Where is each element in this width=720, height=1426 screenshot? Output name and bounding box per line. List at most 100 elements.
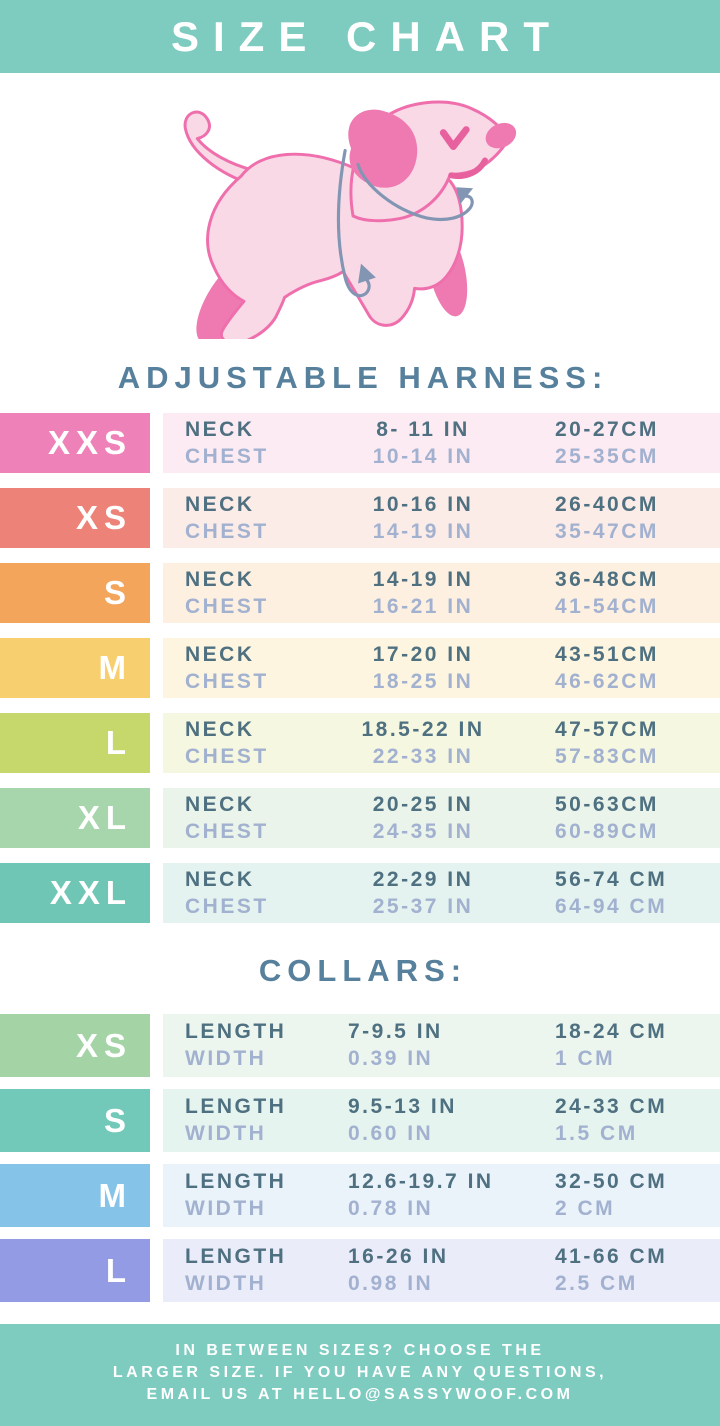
measure-value-cm: 20-27CM — [555, 417, 659, 441]
size-measurements: NECK 8- 11 IN 20-27CM CHEST 10-14 IN 25-… — [163, 413, 720, 473]
size-badge: S — [0, 563, 150, 623]
measure-value-cm: 35-47CM — [555, 519, 659, 543]
measure-value-cm: 25-35CM — [555, 444, 659, 468]
size-row: S LENGTH 9.5-13 IN 24-33 CM WIDTH 0.60 I… — [0, 1089, 720, 1152]
size-badge: XS — [0, 1014, 150, 1077]
measure-line-secondary: WIDTH 0.60 IN 1.5 CM — [185, 1121, 720, 1148]
measure-label: LENGTH — [185, 1095, 287, 1118]
measure-label: NECK — [185, 717, 255, 741]
measure-value-cm: 47-57CM — [555, 717, 659, 741]
measure-line-primary: NECK 18.5-22 IN 47-57CM — [185, 716, 720, 743]
size-badge: S — [0, 1089, 150, 1152]
measure-value-in: 16-26 IN — [348, 1245, 449, 1268]
measure-value-cm: 36-48CM — [555, 567, 659, 591]
size-badge: XXL — [0, 863, 150, 923]
measure-value-in: 18.5-22 IN — [361, 717, 485, 741]
measure-label: LENGTH — [185, 1245, 287, 1268]
neck-arrow-icon — [456, 187, 474, 205]
size-label: M — [98, 649, 132, 686]
measure-value-in: 18-25 IN — [372, 669, 474, 693]
measure-label: CHEST — [185, 744, 269, 768]
size-row: XL NECK 20-25 IN 50-63CM CHEST 24-35 IN … — [0, 788, 720, 848]
chest-arrow-icon — [358, 263, 376, 284]
measure-value-in: 0.78 IN — [348, 1197, 434, 1220]
footer-line: EMAIL US AT HELLO@SASSYWOOF.COM — [146, 1386, 574, 1403]
measure-line-secondary: CHEST 16-21 IN 41-54CM — [185, 593, 720, 620]
measure-value-cm: 64-94 CM — [555, 894, 668, 918]
measure-label: NECK — [185, 417, 255, 441]
footer-line: LARGER SIZE. IF YOU HAVE ANY QUESTIONS, — [112, 1364, 608, 1381]
dog-ear — [348, 109, 418, 188]
size-label: L — [105, 1251, 132, 1289]
measure-value-in: 0.98 IN — [348, 1272, 434, 1295]
neck-measure-line — [356, 162, 474, 222]
measure-label: WIDTH — [185, 1272, 267, 1295]
measure-value-in: 8- 11 IN — [376, 417, 470, 441]
size-measurements: NECK 18.5-22 IN 47-57CM CHEST 22-33 IN 5… — [163, 713, 720, 773]
measure-line-primary: NECK 14-19 IN 36-48CM — [185, 566, 720, 593]
measure-line-secondary: WIDTH 0.98 IN 2.5 CM — [185, 1271, 720, 1298]
measure-label: CHEST — [185, 444, 269, 468]
measure-line-primary: LENGTH 7-9.5 IN 18-24 CM — [185, 1019, 720, 1046]
measure-value-cm: 1.5 CM — [555, 1122, 638, 1145]
size-badge: L — [0, 713, 150, 773]
measure-line-secondary: CHEST 18-25 IN 46-62CM — [185, 668, 720, 695]
dog-nose — [485, 122, 517, 149]
measure-value-cm: 60-89CM — [555, 819, 659, 843]
closed-eye-icon — [439, 126, 470, 151]
measure-value-cm: 24-33 CM — [555, 1095, 668, 1118]
size-row: XXL NECK 22-29 IN 56-74 CM CHEST 25-37 I… — [0, 863, 720, 923]
size-label: XS — [75, 499, 132, 536]
measure-value-in: 7-9.5 IN — [348, 1020, 443, 1043]
measure-line-primary: LENGTH 16-26 IN 41-66 CM — [185, 1244, 720, 1271]
size-label: S — [103, 1101, 132, 1139]
size-row: L LENGTH 16-26 IN 41-66 CM WIDTH 0.98 IN… — [0, 1239, 720, 1302]
measure-value-cm: 50-63CM — [555, 792, 659, 816]
size-row: M LENGTH 12.6-19.7 IN 32-50 CM WIDTH 0.7… — [0, 1164, 720, 1227]
size-row: XXS NECK 8- 11 IN 20-27CM CHEST 10-14 IN… — [0, 413, 720, 473]
measure-label: CHEST — [185, 594, 269, 618]
footer-line: IN BETWEEN SIZES? CHOOSE THE — [175, 1342, 545, 1359]
measure-value-in: 22-33 IN — [372, 744, 474, 768]
smile-icon — [448, 157, 488, 179]
size-badge: XXS — [0, 413, 150, 473]
collars-table: XS LENGTH 7-9.5 IN 18-24 CM WIDTH 0.39 I… — [0, 1014, 720, 1314]
size-badge: M — [0, 638, 150, 698]
dog-illustration — [0, 89, 720, 339]
header: SIZE CHART — [0, 0, 720, 73]
measure-line-primary: NECK 17-20 IN 43-51CM — [185, 641, 720, 668]
measure-value-cm: 56-74 CM — [555, 867, 668, 891]
measure-label: WIDTH — [185, 1122, 267, 1145]
measure-value-in: 14-19 IN — [372, 567, 474, 591]
measure-value-in: 14-19 IN — [372, 519, 474, 543]
measure-value-in: 0.60 IN — [348, 1122, 434, 1145]
size-label: XXL — [49, 874, 132, 911]
measure-label: CHEST — [185, 819, 269, 843]
size-row: XS NECK 10-16 IN 26-40CM CHEST 14-19 IN … — [0, 488, 720, 548]
size-measurements: LENGTH 16-26 IN 41-66 CM WIDTH 0.98 IN 2… — [163, 1239, 720, 1302]
size-badge: L — [0, 1239, 150, 1302]
measure-value-in: 0.39 IN — [348, 1047, 434, 1070]
measure-line-secondary: CHEST 14-19 IN 35-47CM — [185, 518, 720, 545]
size-badge: M — [0, 1164, 150, 1227]
measure-label: NECK — [185, 567, 255, 591]
measure-label: NECK — [185, 492, 255, 516]
size-badge: XS — [0, 488, 150, 548]
measure-value-in: 25-37 IN — [372, 894, 474, 918]
measure-line-primary: LENGTH 9.5-13 IN 24-33 CM — [185, 1094, 720, 1121]
measure-value-in: 17-20 IN — [372, 642, 474, 666]
size-label: XXS — [47, 424, 132, 461]
size-measurements: NECK 10-16 IN 26-40CM CHEST 14-19 IN 35-… — [163, 488, 720, 548]
measure-label: CHEST — [185, 669, 269, 693]
measure-value-in: 10-14 IN — [372, 444, 474, 468]
measure-line-secondary: CHEST 25-37 IN 64-94 CM — [185, 893, 720, 920]
size-label: L — [105, 724, 132, 761]
size-row: XS LENGTH 7-9.5 IN 18-24 CM WIDTH 0.39 I… — [0, 1014, 720, 1077]
measure-line-primary: NECK 10-16 IN 26-40CM — [185, 491, 720, 518]
measure-line-primary: NECK 20-25 IN 50-63CM — [185, 791, 720, 818]
measure-label: CHEST — [185, 894, 269, 918]
harness-table: XXS NECK 8- 11 IN 20-27CM CHEST 10-14 IN… — [0, 413, 720, 938]
measure-line-primary: LENGTH 12.6-19.7 IN 32-50 CM — [185, 1169, 720, 1196]
measure-value-in: 24-35 IN — [372, 819, 474, 843]
